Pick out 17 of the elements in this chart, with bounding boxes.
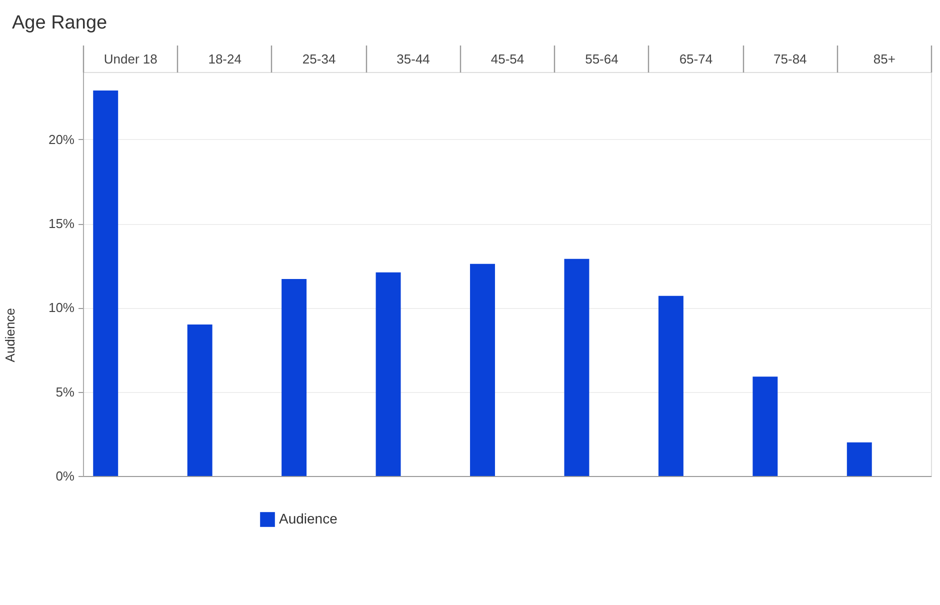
x-tick-label: 85+ [873,52,896,66]
y-tick-label: 20% [48,132,75,147]
x-tick-label: 18-24 [208,52,242,66]
chart-title: Age Range [12,12,108,34]
y-tick-label: 10% [48,300,75,316]
x-tick-label: 65-74 [679,52,713,66]
legend-label: Audience [279,510,338,526]
x-tick-label: 45-54 [490,52,524,66]
y-tick-label: 0% [56,468,75,484]
x-tick-label: Under 18 [104,52,158,66]
x-tick-label: 75-84 [774,52,807,66]
x-tick-label: 35-44 [396,52,430,66]
y-tick-label: 15% [48,216,75,231]
y-axis-title: Audience [2,308,18,362]
y-tick-label: 5% [56,384,75,400]
x-tick-label: 25-34 [302,52,336,66]
x-tick-label: 55-64 [585,52,618,66]
